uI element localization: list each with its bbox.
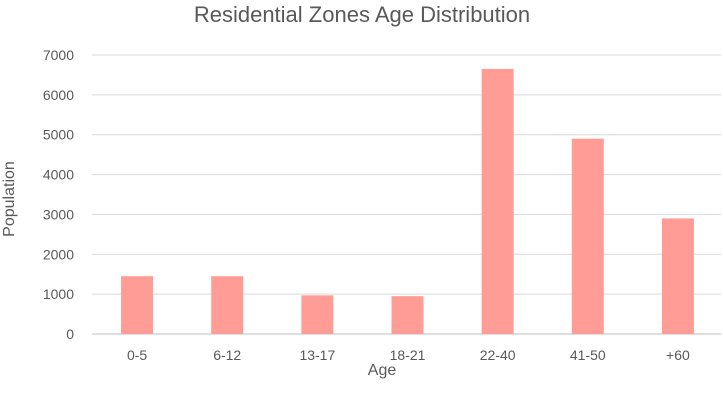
bar-22-40 xyxy=(481,68,514,334)
y-tick-label: 6000 xyxy=(43,87,74,103)
y-tick-label: 4000 xyxy=(43,167,74,183)
bar-41-50 xyxy=(571,138,604,334)
y-tick-label: 2000 xyxy=(43,246,74,262)
x-tick-label: 22-40 xyxy=(480,347,516,363)
x-tick-label: +60 xyxy=(666,347,690,363)
x-tick-label: 13-17 xyxy=(299,347,335,363)
bars xyxy=(121,68,694,334)
y-tick-label: 3000 xyxy=(43,206,74,222)
x-axis-ticks: 0-5 6-12 13-17 18-21 22-40 41-50 +60 xyxy=(127,347,690,363)
bar-0-5 xyxy=(121,276,154,334)
gridlines xyxy=(92,54,721,335)
y-tick-label: 5000 xyxy=(43,127,74,143)
bar-6-12 xyxy=(211,276,244,334)
x-tick-label: 6-12 xyxy=(213,347,241,363)
y-axis-label: Population xyxy=(1,161,18,237)
bar-+60 xyxy=(661,218,694,334)
bar-13-17 xyxy=(301,295,334,334)
x-tick-label: 0-5 xyxy=(127,347,147,363)
bar-18-21 xyxy=(391,296,424,334)
x-tick-label: 18-21 xyxy=(390,347,426,363)
y-tick-label: 0 xyxy=(66,326,74,342)
chart-title: Residential Zones Age Distribution xyxy=(194,2,530,27)
y-axis-ticks: 0 1000 2000 3000 4000 5000 6000 7000 xyxy=(43,47,74,342)
x-tick-label: 41-50 xyxy=(570,347,606,363)
x-axis-label: Age xyxy=(368,362,397,379)
y-tick-label: 7000 xyxy=(43,47,74,63)
y-tick-label: 1000 xyxy=(43,286,74,302)
